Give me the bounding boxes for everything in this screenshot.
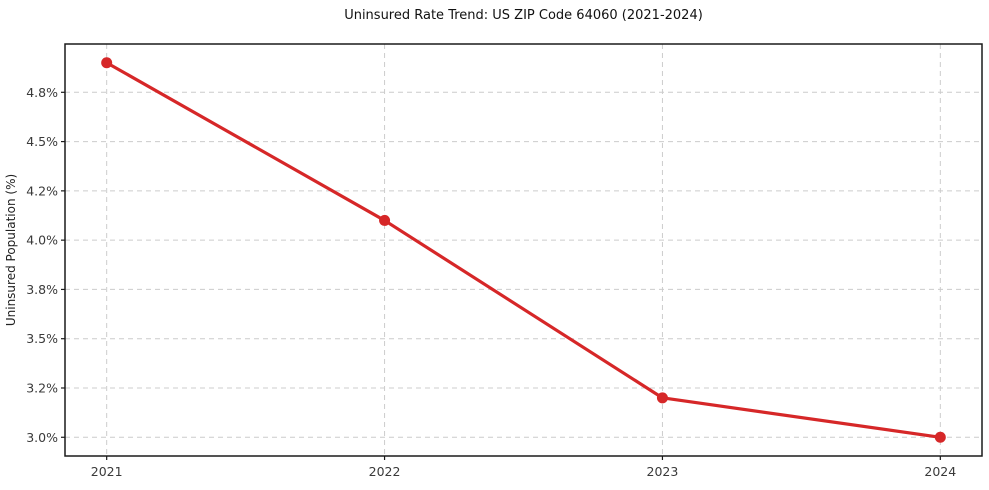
data-point-2022 [379,214,391,226]
data-point-2023 [656,392,668,404]
chart-title: Uninsured Rate Trend: US ZIP Code 64060 … [344,8,703,23]
data-point-2021 [101,57,113,69]
data-point-2024 [934,431,946,443]
x-tick-label: 2021 [91,464,123,479]
y-tick-label: 4.8% [26,85,58,100]
plot-border [64,43,983,457]
y-tick-label: 3.8% [26,282,58,297]
x-tick-label: 2022 [369,464,401,479]
y-tick-label: 3.2% [26,380,58,395]
trend-line [105,61,942,439]
x-tick-label: 2024 [924,464,956,479]
y-tick-label: 4.0% [26,233,58,248]
y-tick-label: 4.5% [26,134,58,149]
y-tick-label: 4.2% [26,183,58,198]
y-tick-label: 3.5% [26,331,58,346]
y-tick-label: 3.0% [26,430,58,445]
x-tick-label: 2023 [647,464,679,479]
